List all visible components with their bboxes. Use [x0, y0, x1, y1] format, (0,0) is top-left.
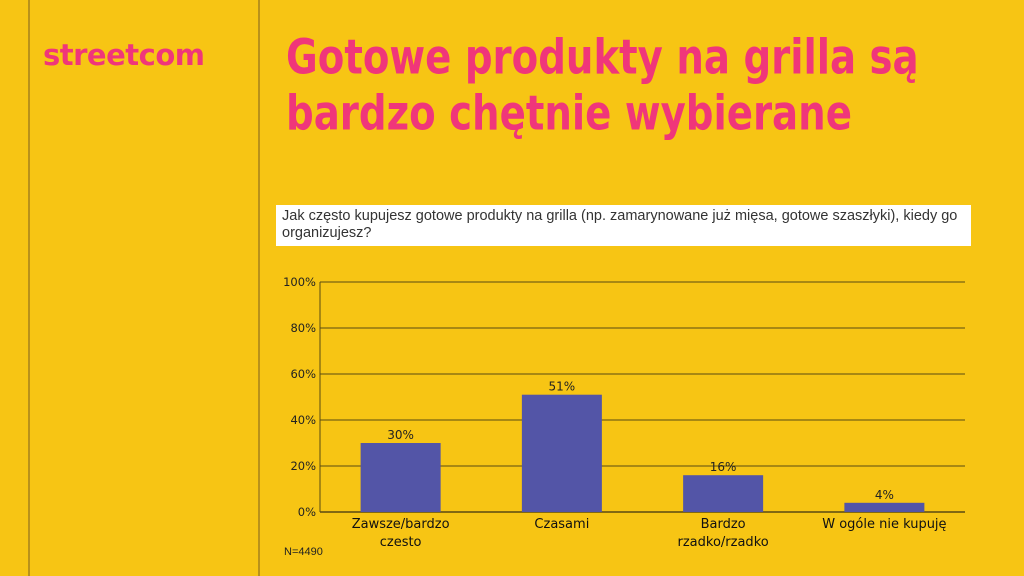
- x-tick-label-line: czesto: [380, 535, 422, 550]
- x-tick-label: Bardzo rzadko/rzadko: [678, 517, 769, 550]
- page-title: Gotowe produkty na grilla są bardzo chęt…: [286, 30, 919, 142]
- y-tick-label: 40%: [290, 413, 316, 427]
- data-label: 16%: [710, 460, 737, 474]
- data-label: 30%: [387, 428, 414, 442]
- y-tick-label: 20%: [290, 459, 316, 473]
- x-tick-label: Czasami: [534, 517, 589, 532]
- y-tick-label: 100%: [283, 275, 316, 289]
- x-tick-label-line: Czasami: [534, 517, 589, 532]
- y-tick-label: 60%: [290, 367, 316, 381]
- y-tick-label: 80%: [290, 321, 316, 335]
- data-label: 51%: [549, 380, 576, 394]
- bar: [360, 443, 441, 512]
- bar: [521, 394, 602, 512]
- y-tick-label: 0%: [298, 505, 316, 519]
- x-tick-label-line: rzadko/rzadko: [678, 535, 769, 550]
- streetcom-logo: streetcom: [43, 38, 205, 72]
- x-tick-label: Zawsze/bardzo czesto: [352, 517, 450, 550]
- survey-question: Jak często kupujesz gotowe produkty na g…: [276, 205, 971, 246]
- x-tick-label-line: W ogóle nie kupuję: [822, 517, 946, 532]
- x-tick-label: W ogóle nie kupuję: [822, 517, 946, 532]
- bar: [683, 475, 764, 512]
- x-tick-label-line: Zawsze/bardzo: [352, 517, 450, 532]
- bar: [844, 502, 925, 512]
- divider-line: [258, 0, 260, 576]
- x-tick-label-line: Bardzo: [701, 517, 746, 532]
- data-label: 4%: [875, 488, 894, 502]
- left-margin-line: [28, 0, 30, 576]
- sample-size-note: N=4490: [284, 546, 323, 558]
